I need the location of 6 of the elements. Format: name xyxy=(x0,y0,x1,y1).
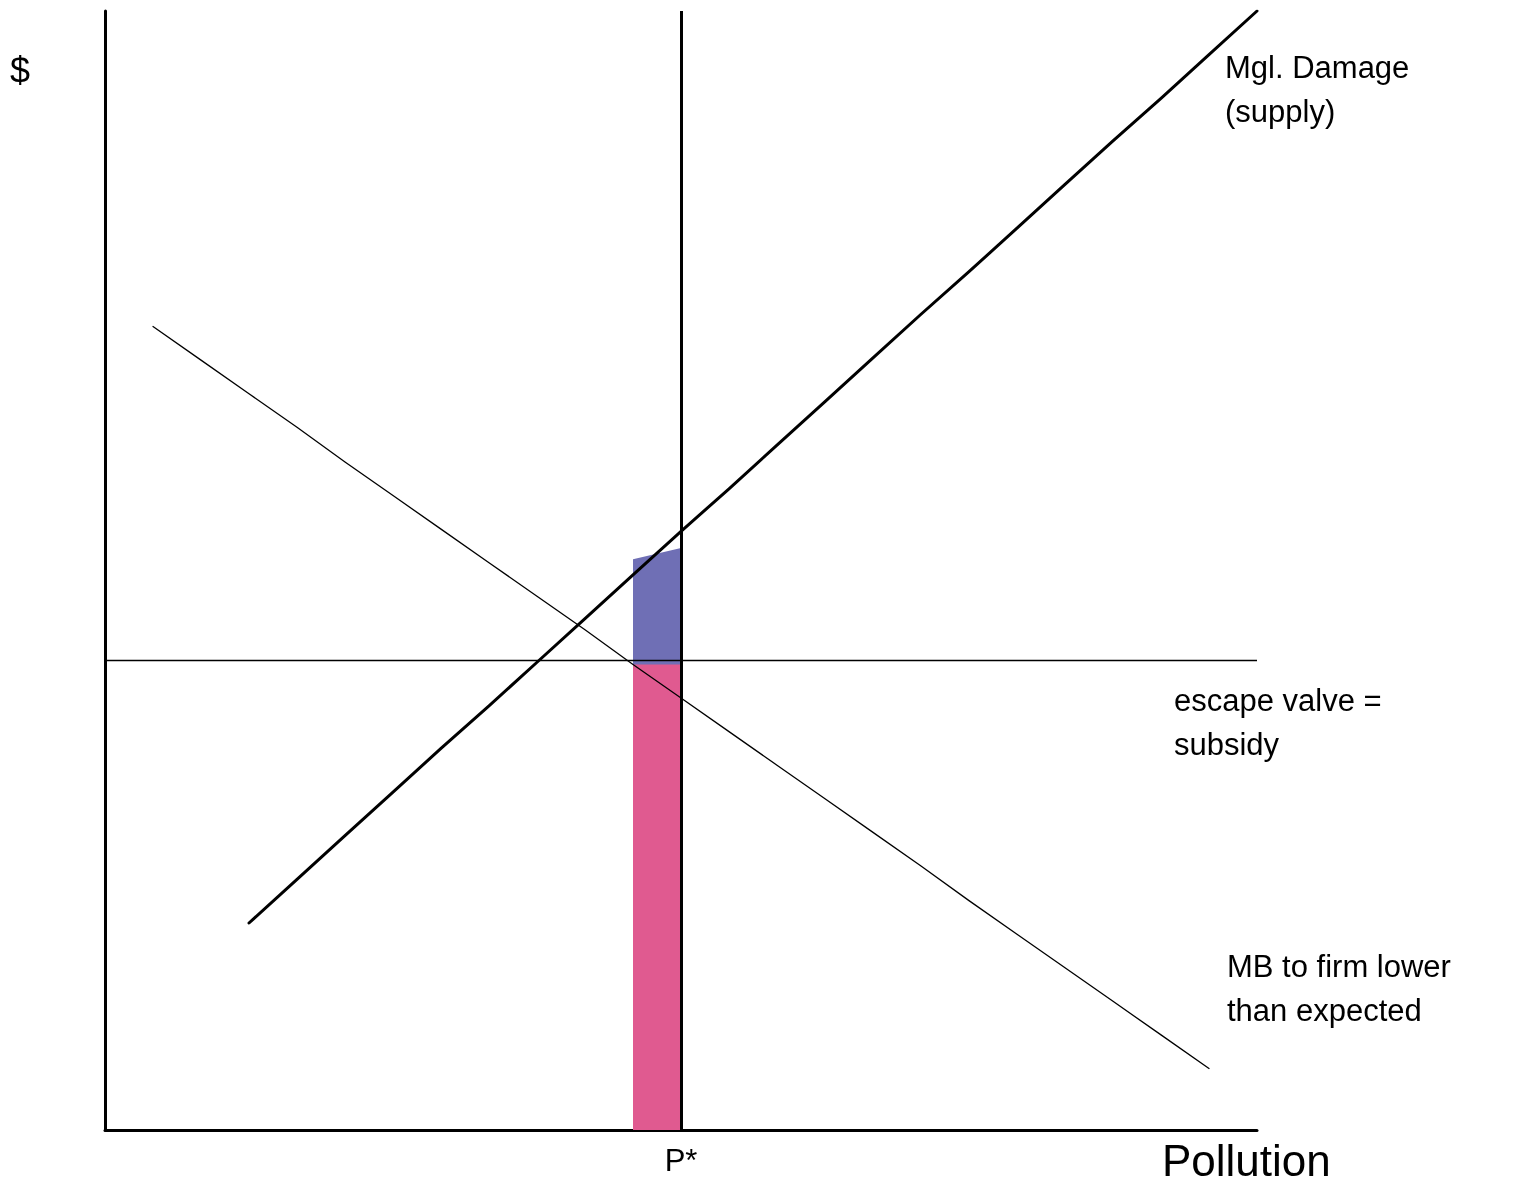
series-label: MB to firm lower than expected xyxy=(1227,948,1451,1028)
x-axis-title: Pollution xyxy=(1162,1135,1331,1185)
ref-line-label: escape valve = subsidy xyxy=(1174,682,1382,762)
y-axis-title: $ xyxy=(10,49,31,91)
series-label: Mgl. Damage (supply) xyxy=(1225,49,1410,129)
text: P* xyxy=(664,1143,698,1178)
